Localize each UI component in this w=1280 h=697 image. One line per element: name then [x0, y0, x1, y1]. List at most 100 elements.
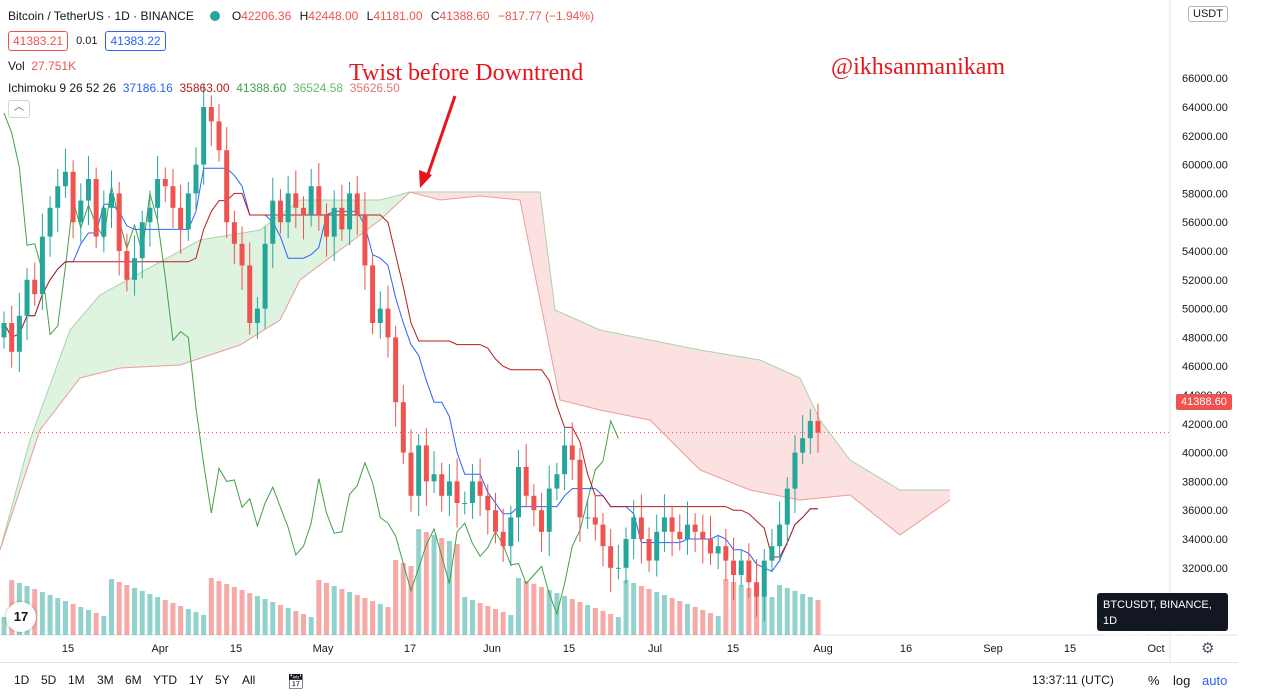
annotation-arrow-shaft: [424, 95, 457, 181]
timeframe-1d[interactable]: 1D: [14, 673, 30, 687]
time-tick-label: 15: [563, 643, 575, 655]
candle-body: [638, 517, 644, 539]
time-tick-label: 15: [230, 643, 242, 655]
volume-bar: [193, 612, 199, 635]
volume-bar: [416, 529, 422, 635]
watermark-text: @ikhsanmanikam: [831, 54, 1006, 80]
timeframe-5y[interactable]: 5Y: [215, 673, 230, 687]
candle-body: [608, 546, 614, 568]
candle-body: [731, 560, 737, 575]
candle-body: [416, 445, 422, 496]
volume-bar: [347, 592, 353, 635]
auto-toggle[interactable]: auto: [1202, 673, 1228, 688]
candle-body: [654, 531, 660, 561]
candle-body: [201, 107, 207, 165]
candle-body: [792, 452, 798, 489]
ichimoku-label: Ichimoku 9 26 52 26: [8, 81, 117, 95]
volume-bar: [731, 582, 737, 635]
bottom-toolbar: 1D 5D 1M 3M 6M YTD 1Y 5Y All 📅︎ 13:37:11…: [0, 662, 1238, 697]
candle-body: [569, 445, 575, 460]
candle-body: [147, 207, 153, 223]
indicator-tooltip: BTCUSDT, BINANCE, 1D Ichimoku (9, 26, 52…: [1097, 593, 1228, 643]
candle-body: [523, 467, 529, 496]
volume-bar: [738, 585, 744, 635]
candle-body: [516, 467, 522, 518]
candle-body: [354, 193, 360, 215]
percent-toggle[interactable]: %: [1148, 673, 1160, 688]
timeframe-all[interactable]: All: [242, 673, 256, 687]
candle-body: [431, 474, 437, 482]
volume-bar: [393, 560, 399, 635]
currency-badge[interactable]: USDT: [1188, 6, 1228, 22]
volume-bar: [155, 597, 161, 635]
volume-bar: [508, 615, 514, 635]
volume-bar: [216, 581, 222, 635]
volume-bar: [47, 595, 53, 635]
clock-label[interactable]: 13:37:11 (UTC): [1032, 673, 1114, 687]
volume-legend[interactable]: Vol 27.751K: [8, 59, 76, 73]
candle-body: [623, 539, 629, 568]
volume-bar: [254, 596, 260, 635]
tradingview-logo[interactable]: 17: [6, 602, 36, 632]
price-tick-label: 56000.00: [1182, 217, 1228, 229]
volume-bar: [400, 563, 406, 635]
candle-body: [462, 503, 468, 504]
volume-bar: [531, 584, 537, 635]
candle-body: [807, 420, 813, 439]
candle-body: [178, 207, 184, 230]
candle-body: [116, 193, 122, 251]
price-tick-label: 52000.00: [1182, 275, 1228, 287]
ichimoku-legend[interactable]: Ichimoku 9 26 52 26 37186.16 35863.00 41…: [8, 81, 400, 95]
ichimoku-conversion-value: 37186.16: [122, 81, 173, 95]
time-tick-label: 16: [900, 643, 912, 655]
volume-bar: [492, 609, 498, 635]
price-tick-label: 58000.00: [1182, 188, 1228, 200]
volume-bar: [446, 541, 452, 635]
candle-body: [216, 121, 222, 151]
collapse-legend-button[interactable]: ︿: [8, 100, 30, 118]
timeframe-ytd[interactable]: YTD: [153, 673, 177, 687]
change-value: −817.77 (−1.94%): [497, 9, 595, 23]
candle-body: [362, 215, 368, 266]
time-tick-label: 15: [62, 643, 74, 655]
candle-body: [577, 459, 583, 518]
candle-body: [669, 517, 675, 532]
candle-body: [47, 207, 53, 237]
candle-body: [508, 517, 514, 547]
timeframe-1y[interactable]: 1Y: [189, 673, 204, 687]
candle-body: [500, 531, 506, 547]
timeframe-6m[interactable]: 6M: [125, 673, 142, 687]
timeframe-3m[interactable]: 3M: [97, 673, 114, 687]
volume-bar: [277, 605, 283, 635]
ichimoku-lead1-value: 36524.58: [292, 81, 344, 95]
ichimoku-base-line: [3, 192, 818, 558]
volume-bar: [408, 566, 414, 635]
volume-bar: [247, 593, 253, 635]
log-toggle[interactable]: log: [1173, 673, 1191, 688]
open-value: 42206.36: [241, 9, 292, 23]
bid-button[interactable]: 41383.21: [8, 31, 69, 51]
volume-bar: [162, 600, 168, 635]
timeframe-5d[interactable]: 5D: [41, 673, 57, 687]
timeframe-1m[interactable]: 1M: [68, 673, 85, 687]
volume-bar: [577, 602, 583, 635]
candle-body: [677, 531, 683, 539]
date-range-icon[interactable]: 📅︎: [287, 673, 305, 689]
volume-bar: [600, 611, 606, 635]
candle-body: [492, 510, 498, 532]
volume-bar: [623, 580, 629, 635]
volume-bar: [354, 595, 360, 635]
candle-body: [585, 517, 591, 519]
candle-body: [446, 481, 452, 496]
quote-row: 41383.21 0.01 41383.22: [8, 31, 166, 51]
price-tick-label: 50000.00: [1182, 304, 1228, 316]
symbol-title[interactable]: Bitcoin / TetherUS · 1D · BINANCE: [8, 9, 194, 23]
candle-body: [815, 420, 821, 433]
candle-body: [208, 107, 214, 122]
volume-bar: [592, 608, 598, 635]
candle-body: [615, 567, 621, 569]
volume-bar: [124, 585, 130, 635]
volume-bar: [109, 579, 115, 635]
ask-button[interactable]: 41383.22: [105, 31, 166, 51]
